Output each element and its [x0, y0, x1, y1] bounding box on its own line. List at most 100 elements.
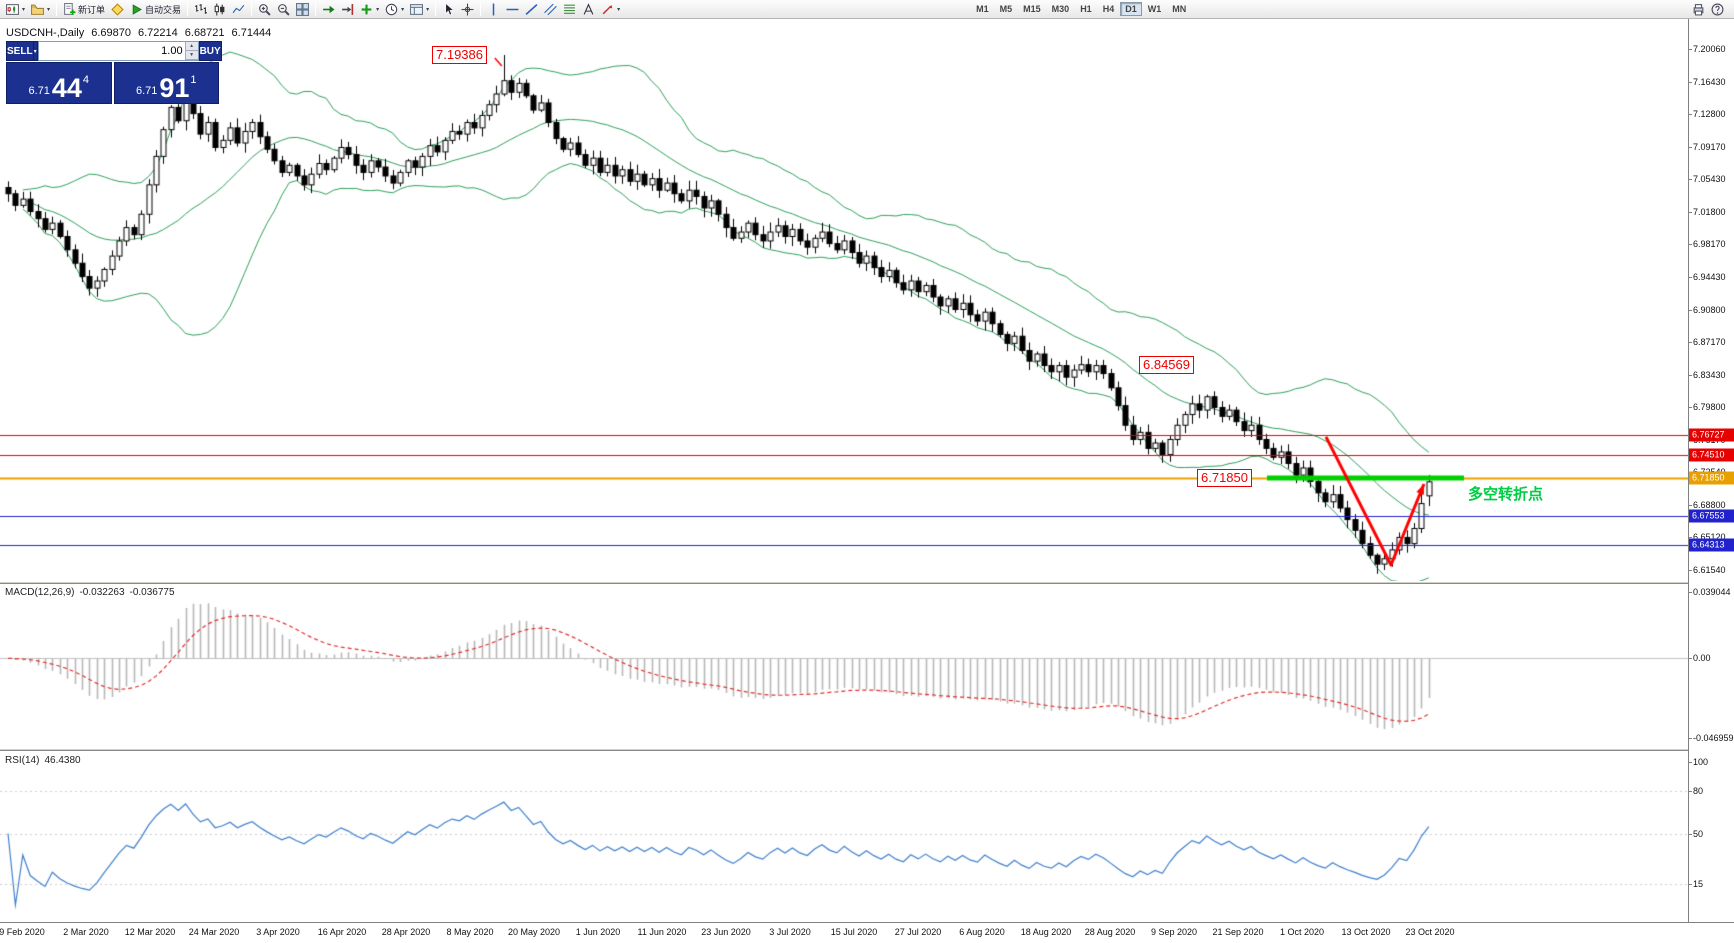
price-level-badge: 6.71850 — [1689, 471, 1734, 485]
horizontal-line-button[interactable] — [503, 1, 522, 17]
volume-decrease-button[interactable]: ▼ — [185, 51, 198, 60]
cursor-button[interactable] — [439, 1, 458, 17]
buy-price-prefix: 6.71 — [135, 85, 158, 97]
timeframe-button-M1[interactable]: M1 — [976, 4, 989, 14]
scale-tick: 50 — [1689, 829, 1734, 839]
chevron-down-icon[interactable]: ▾ — [426, 6, 430, 13]
templates-button[interactable]: ▾ — [407, 1, 432, 17]
rsi-pane-canvas[interactable] — [0, 751, 1688, 922]
new-chart-button[interactable]: ▾ — [3, 1, 28, 17]
help-button[interactable] — [1708, 1, 1727, 17]
zoom-in-button[interactable] — [255, 1, 274, 17]
price-annotation-pivot[interactable]: 6.84569 — [1139, 356, 1194, 374]
scale-tick: 7.09170 — [1689, 142, 1734, 152]
scale-tick: 7.05430 — [1689, 174, 1734, 184]
price-scale[interactable]: 7.20060 7.16430 7.12800 7.09170 7.05430 7.018… — [1688, 19, 1734, 922]
buy-price-point: 1 — [190, 74, 197, 86]
sell-button[interactable]: 6.71 44 4 — [6, 62, 112, 104]
text-label-button[interactable] — [579, 1, 598, 17]
volume-input[interactable] — [38, 42, 185, 60]
chevron-down-icon: ▾ — [33, 48, 37, 55]
price-level-badge: 6.67553 — [1689, 509, 1734, 523]
tile-icon — [296, 2, 310, 16]
autotrading-button[interactable]: 自动交易 — [127, 1, 184, 17]
ohlc-open: 6.69870 — [91, 27, 131, 39]
toolbar-separator — [435, 2, 437, 16]
chevron-down-icon[interactable]: ▾ — [376, 6, 380, 13]
zoom-out-button[interactable] — [274, 1, 293, 17]
volume-increase-button[interactable]: ▲ — [185, 42, 198, 51]
scale-tick: 6.98170 — [1689, 239, 1734, 249]
chart-shift-button[interactable] — [338, 1, 357, 17]
chart-area: USDCNH-,Daily 6.69870 6.72214 6.68721 6.… — [0, 19, 1734, 943]
date-tick: 2 Mar 2020 — [63, 927, 109, 937]
tile-windows-button[interactable] — [293, 1, 312, 17]
date-axis[interactable]: 9 Feb 2020 2 Mar 2020 12 Mar 2020 24 Mar 20… — [0, 922, 1734, 943]
chart-line-button[interactable] — [229, 1, 248, 17]
timeframe-button-D1[interactable]: D1 — [1120, 2, 1142, 16]
price-annotation-support[interactable]: 6.71850 — [1197, 469, 1252, 487]
cursor-icon — [445, 2, 455, 15]
date-tick: 9 Feb 2020 — [0, 927, 45, 937]
timeframe-button-H1[interactable]: H1 — [1080, 4, 1092, 14]
clock-icon — [385, 3, 398, 15]
date-tick: 3 Apr 2020 — [256, 927, 300, 937]
rsi-value: 46.4380 — [44, 755, 81, 766]
profiles-button[interactable]: ▾ — [28, 1, 53, 17]
indicators-button[interactable]: ▾ — [357, 1, 382, 17]
chart-candles-button[interactable] — [210, 1, 229, 17]
price-level-badge: 6.64313 — [1689, 538, 1734, 552]
profiles-icon — [31, 4, 45, 15]
chevron-down-icon[interactable]: ▾ — [617, 6, 621, 13]
sell-price-pips: 44 — [51, 73, 82, 104]
crosshair-icon — [461, 3, 474, 15]
one-click-trading-panel: SELL ▾ ▲ ▼ BUY 6.71 44 4 6.71 91 1 — [6, 41, 222, 104]
pane-splitter[interactable] — [0, 748, 1734, 751]
fibonacci-button[interactable] — [560, 1, 579, 17]
price-annotation-peak[interactable]: 7.19386 — [432, 46, 487, 64]
timeframe-button-M5[interactable]: M5 — [999, 4, 1013, 14]
timeframe-button-M30[interactable]: M30 — [1051, 4, 1070, 14]
volume-field: ▲ ▼ — [37, 41, 199, 61]
timeframe-button-M15[interactable]: M15 — [1023, 4, 1041, 14]
timeframe-button-H4[interactable]: H4 — [1102, 4, 1115, 14]
scale-tick: 6.94430 — [1689, 272, 1734, 282]
date-tick: 6 Aug 2020 — [959, 927, 1005, 937]
price-level-badge: 6.74510 — [1689, 448, 1734, 462]
date-tick: 3 Jul 2020 — [769, 927, 811, 937]
vertical-line-button[interactable] — [484, 1, 503, 17]
timeframe-button-W1[interactable]: W1 — [1147, 4, 1162, 14]
chevron-down-icon[interactable]: ▾ — [22, 6, 26, 13]
symbol-info-line: USDCNH-,Daily 6.69870 6.72214 6.68721 6.… — [6, 27, 271, 39]
toolbar: ▾ ▾ 新订单 自动交易 ▾ ▾ ▾ ▾ M1 M5 M15 M30 H1 H4 D1 W1 MN — [0, 0, 1734, 19]
timeframe-toolbar: M1 M5 M15 M30 H1 H4 D1 W1 MN — [971, 0, 1191, 18]
pane-splitter[interactable] — [0, 581, 1734, 584]
macd-pane-canvas[interactable] — [0, 584, 1688, 748]
bars-icon — [195, 3, 208, 14]
auto-scroll-button[interactable] — [319, 1, 338, 17]
scale-tick: 6.68800 — [1689, 500, 1734, 510]
arrow-objects-button[interactable]: ▾ — [598, 1, 623, 17]
chevron-down-icon[interactable]: ▾ — [401, 6, 405, 13]
toolbar-separator — [251, 2, 253, 16]
print-button[interactable] — [1689, 1, 1708, 17]
trendline-button[interactable] — [522, 1, 541, 17]
equidistant-channel-button[interactable] — [541, 1, 560, 17]
volume-dropdown-button[interactable]: ▾ — [33, 41, 38, 61]
trendline-icon — [525, 3, 538, 15]
template-icon — [410, 3, 424, 15]
crosshair-button[interactable] — [458, 1, 477, 17]
mql-editor-button[interactable] — [108, 1, 127, 17]
chevron-down-icon[interactable]: ▾ — [47, 6, 51, 13]
new-order-button[interactable]: 新订单 — [60, 1, 108, 17]
main-chart-canvas[interactable] — [0, 19, 1688, 581]
chart-bars-button[interactable] — [191, 1, 210, 17]
scale-tick: 6.87170 — [1689, 337, 1734, 347]
timeframe-button-MN[interactable]: MN — [1172, 4, 1187, 14]
periods-button[interactable]: ▾ — [382, 1, 407, 17]
vline-icon — [492, 3, 495, 15]
scale-tick: -0.046959 — [1689, 733, 1734, 743]
autotrading-label: 自动交易 — [145, 4, 182, 15]
toolbar-button-groups: ▾ ▾ 新订单 自动交易 ▾ ▾ ▾ ▾ — [3, 0, 623, 18]
buy-button[interactable]: 6.71 91 1 — [113, 62, 219, 104]
